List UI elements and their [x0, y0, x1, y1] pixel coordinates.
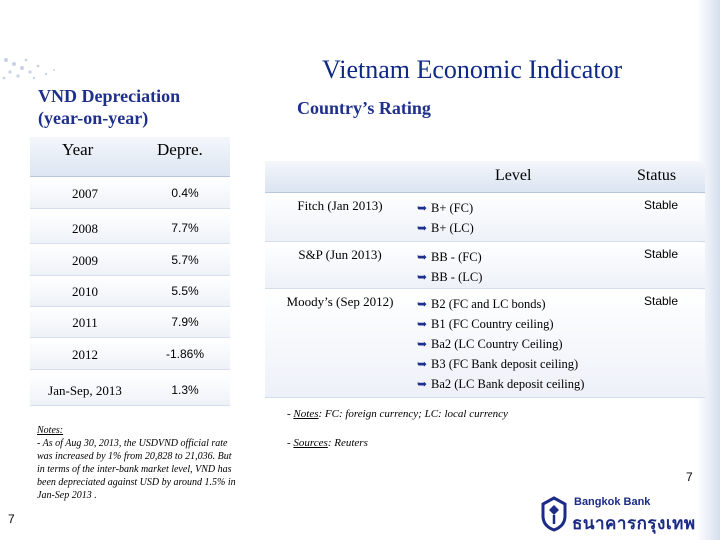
bank-emblem-icon — [541, 496, 567, 532]
row-year: 2012 — [72, 347, 98, 362]
rating-sources-footnote: - Sources: Reuters — [287, 437, 368, 449]
table-row: Jan-Sep, 2013 1.3% — [30, 375, 230, 406]
status-value: Stable — [643, 247, 679, 261]
sources-label: Sources — [293, 437, 328, 449]
depreciation-notes: Notes: - As of Aug 30, 2013, the USDVND … — [37, 424, 237, 502]
year-column-header: Year — [62, 140, 94, 159]
level-list: ➥ B+ (FC) ➥ B+ (LC) — [417, 198, 617, 238]
list-item: ➥ B3 (FC Bank deposit ceiling) — [417, 354, 617, 374]
arrow-bullet-icon: ➥ — [417, 377, 428, 391]
list-item: ➥ B+ (FC) — [417, 198, 617, 218]
table-row: 2007 0.4% — [30, 178, 230, 209]
arrow-bullet-icon: ➥ — [417, 221, 428, 235]
list-item: ➥ BB - (FC) — [417, 247, 617, 267]
row-value: 1.3% — [171, 383, 199, 397]
row-value: -1.86% — [165, 347, 205, 361]
notes-label: Notes: — [37, 425, 64, 436]
agency-name: S&P (Jun 2013) — [298, 247, 382, 262]
page-number-left: 7 — [8, 512, 15, 526]
row-year: 2010 — [72, 284, 98, 299]
list-item: ➥ BB - (LC) — [417, 267, 617, 287]
row-value: 7.9% — [171, 315, 199, 329]
table-row: Fitch (Jan 2013) ➥ B+ (FC) ➥ B+ (LC) Stabl… — [265, 194, 705, 242]
rating-table-header — [265, 161, 705, 193]
slide-title: Vietnam Economic Indicator — [322, 55, 623, 84]
logo-name-th: ธนาคารกรุงเทพ — [572, 514, 696, 534]
arrow-bullet-icon: ➥ — [417, 297, 428, 311]
arrow-bullet-icon: ➥ — [417, 201, 428, 215]
row-year: 2007 — [72, 186, 98, 201]
level-list: ➥ BB - (FC) ➥ BB - (LC) — [417, 247, 617, 287]
arrow-bullet-icon: ➥ — [417, 317, 428, 331]
arrow-bullet-icon: ➥ — [417, 250, 428, 264]
rating-title: Country’s Rating — [297, 98, 431, 118]
row-year: Jan-Sep, 2013 — [48, 383, 122, 398]
list-item: ➥ B1 (FC Country ceiling) — [417, 314, 617, 334]
table-row: 2012 -1.86% — [30, 339, 230, 370]
rating-notes-footnote: - Notes: FC: foreign currency; LC: local… — [287, 408, 508, 420]
table-row: S&P (Jun 2013) ➥ BB - (FC) ➥ BB - (LC) Sta… — [265, 243, 705, 289]
row-value: 5.7% — [171, 253, 199, 267]
status-value: Stable — [643, 294, 679, 308]
row-year: 2011 — [72, 315, 98, 330]
list-item: ➥ Ba2 (LC Country Ceiling) — [417, 334, 617, 354]
row-value: 0.4% — [171, 186, 199, 200]
logo-name-en: Bangkok Bank — [574, 496, 651, 508]
table-row: 2009 5.7% — [30, 245, 230, 276]
page-number-right: 7 — [686, 470, 693, 484]
row-value: 7.7% — [171, 221, 199, 235]
row-value: 5.5% — [171, 284, 199, 298]
notes-text: - As of Aug 30, 2013, the USDVND officia… — [37, 438, 236, 501]
bangkok-bank-logo: Bangkok Bank ธนาคารกรุงเทพ — [540, 496, 700, 536]
arrow-bullet-icon: ➥ — [417, 337, 428, 351]
arrow-bullet-icon: ➥ — [417, 270, 428, 284]
depre-column-header: Depre. — [157, 140, 203, 159]
agency-name: Moody’s (Sep 2012) — [286, 294, 394, 309]
table-row: 2010 5.5% — [30, 276, 230, 307]
list-item: ➥ B+ (LC) — [417, 218, 617, 238]
notes-label: Notes — [293, 408, 319, 420]
table-row: 2008 7.7% — [30, 213, 230, 244]
list-item: ➥ Ba2 (LC Bank deposit ceiling) — [417, 374, 617, 394]
decorative-dot-pattern — [2, 58, 55, 80]
arrow-bullet-icon: ➥ — [417, 357, 428, 371]
level-list: ➥ B2 (FC and LC bonds) ➥ B1 (FC Country ce… — [417, 294, 617, 394]
agency-name: Fitch (Jan 2013) — [297, 198, 383, 213]
status-value: Stable — [643, 198, 679, 212]
depreciation-title: VND Depreciation (year-on-year) — [38, 86, 181, 128]
list-item: ➥ B2 (FC and LC bonds) — [417, 294, 617, 314]
row-year: 2009 — [72, 253, 98, 268]
level-column-header: Level — [495, 167, 532, 184]
table-row: Moody’s (Sep 2012) ➥ B2 (FC and LC bonds)… — [265, 290, 705, 398]
status-column-header: Status — [637, 167, 677, 184]
depreciation-table-header — [30, 137, 230, 177]
rating-table: Level Status Fitch (Jan 2013) ➥ B+ (FC) ➥… — [265, 161, 705, 398]
row-year: 2008 — [72, 221, 98, 236]
table-row: 2011 7.9% — [30, 307, 230, 338]
